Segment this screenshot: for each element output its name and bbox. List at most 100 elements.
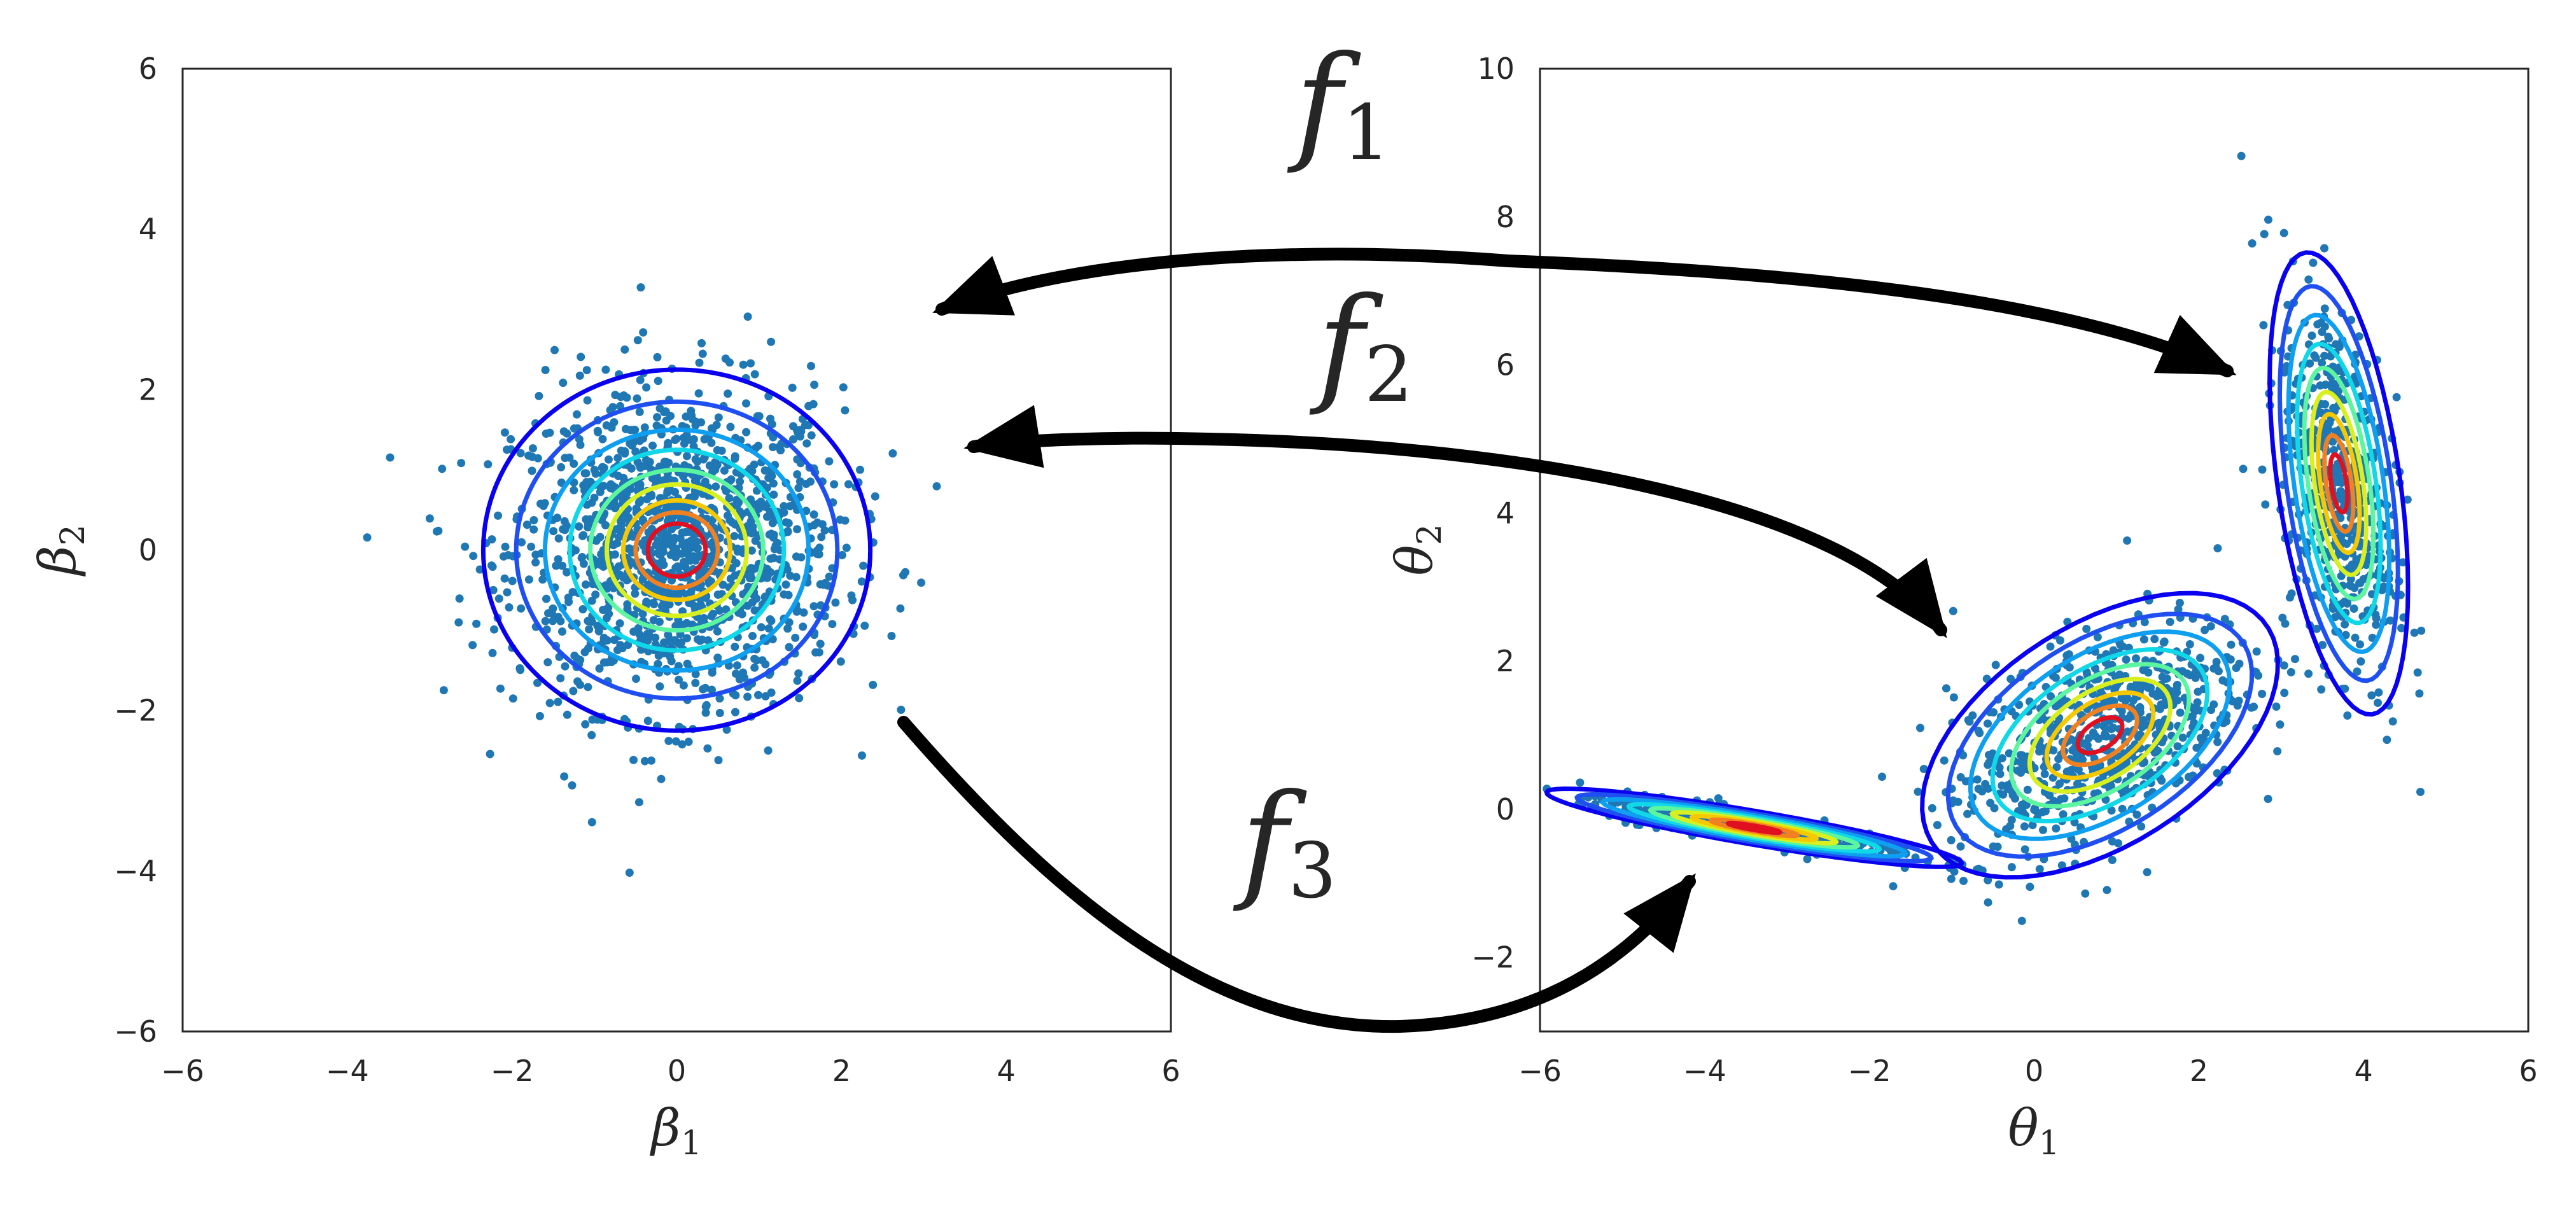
scatter-point <box>2343 711 2352 720</box>
scatter-point <box>563 710 571 719</box>
scatter-point <box>786 571 795 580</box>
scatter-point <box>2013 766 2022 775</box>
scatter-point <box>2280 688 2289 697</box>
scatter-point <box>568 781 577 790</box>
x-tick-label: −4 <box>326 1054 369 1088</box>
scatter-point <box>693 457 702 466</box>
density-contour <box>2044 690 2156 781</box>
scatter-point <box>652 541 661 550</box>
scatter-point <box>680 439 689 448</box>
scatter-point <box>2367 691 2376 700</box>
scatter-point <box>636 375 645 384</box>
scatter-point <box>625 869 634 877</box>
scatter-point <box>2362 561 2370 570</box>
scatter-point <box>657 549 666 558</box>
y-tick-label: 4 <box>1496 496 1515 530</box>
scatter-point <box>2356 657 2365 666</box>
scatter-point <box>2213 737 2222 746</box>
scatter-point <box>1968 711 1977 720</box>
scatter-point <box>2341 620 2349 629</box>
scatter-point <box>2227 640 2236 649</box>
scatter-point <box>801 421 809 430</box>
scatter-point <box>2121 696 2130 705</box>
f1-arrow-to-beta <box>932 248 1515 316</box>
scatter-point <box>2159 638 2168 647</box>
theta-x-axis-label: θ1 <box>2008 1098 2059 1163</box>
scatter-point <box>1576 778 1585 787</box>
scatter-point <box>593 622 602 630</box>
scatter-point <box>2108 837 2117 846</box>
scatter-point <box>2185 640 2194 648</box>
scatter-point <box>2218 676 2227 685</box>
scatter-point <box>675 675 683 684</box>
scatter-point <box>490 625 498 634</box>
scatter-point <box>769 490 778 499</box>
scatter-point <box>1984 876 1992 884</box>
scatter-point <box>601 365 610 374</box>
scatter-point <box>2327 380 2336 389</box>
scatter-point <box>554 534 563 543</box>
scatter-point <box>687 587 696 596</box>
scatter-point <box>2341 684 2349 693</box>
scatter-point <box>515 664 524 673</box>
scatter-point <box>806 477 815 486</box>
scatter-point <box>631 589 640 598</box>
scatter-point <box>811 648 820 657</box>
scatter-point <box>664 736 673 745</box>
scatter-point <box>541 366 550 374</box>
scatter-point <box>690 601 699 610</box>
scatter-point <box>542 594 550 603</box>
scatter-point <box>599 658 608 667</box>
density-contour <box>2286 312 2392 654</box>
scatter-point <box>2062 767 2071 776</box>
scatter-point <box>746 359 755 368</box>
scatter-point <box>1933 821 1942 830</box>
scatter-point <box>554 555 563 564</box>
scatter-point <box>708 515 717 524</box>
scatter-point <box>584 644 592 653</box>
scatter-point <box>1984 760 1992 769</box>
scatter-point <box>2132 654 2140 663</box>
scatter-point <box>766 507 774 516</box>
x-tick-label: 4 <box>997 1054 1016 1088</box>
scatter-point <box>2174 605 2183 614</box>
scatter-point <box>860 621 869 630</box>
scatter-point <box>747 546 756 555</box>
scatter-point <box>602 614 611 622</box>
f2-label: f2 <box>1309 270 1413 419</box>
scatter-point <box>2016 751 2025 760</box>
scatter-point <box>825 457 834 466</box>
scatter-point <box>1984 784 1992 793</box>
scatter-point <box>577 554 586 563</box>
scatter-point <box>679 681 688 690</box>
scatter-point <box>631 426 640 435</box>
scatter-point <box>711 482 720 491</box>
density-contour <box>633 510 720 591</box>
scatter-point <box>1973 775 1982 784</box>
theta-y-axis-label: θ2 <box>1385 524 1449 575</box>
beta-y-axis-label: β2 <box>28 524 92 577</box>
scatter-point <box>2193 698 2202 707</box>
scatter-point <box>828 620 837 629</box>
scatter-point <box>663 487 672 496</box>
scatter-point <box>561 662 570 671</box>
scatter-point <box>2057 795 2065 804</box>
scatter-point <box>718 580 727 589</box>
scatter-point <box>573 677 582 686</box>
scatter-point <box>752 656 761 665</box>
scatter-point <box>802 439 811 448</box>
scatter-point <box>612 501 620 510</box>
scatter-point <box>1916 723 1924 732</box>
scatter-point <box>2173 742 2182 751</box>
scatter-point <box>687 411 696 420</box>
scatter-point <box>576 655 585 664</box>
scatter-point <box>503 588 512 597</box>
scatter-point <box>2397 624 2406 632</box>
scatter-point <box>639 328 648 337</box>
scatter-point <box>2320 304 2329 313</box>
scatter-point <box>2137 822 2146 831</box>
scatter-point <box>2115 670 2124 679</box>
scatter-point <box>2035 747 2044 756</box>
scatter-point <box>1947 874 1956 883</box>
scatter-point <box>783 624 792 633</box>
